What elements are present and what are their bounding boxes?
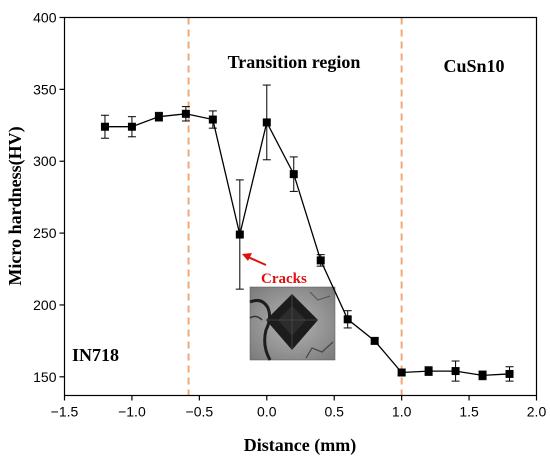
x-tick-label: 0.5 (324, 404, 344, 420)
data-point (424, 367, 433, 376)
y-tick-label: 350 (33, 81, 57, 97)
x-tick-label: 1.5 (459, 404, 479, 420)
y-tick-label: 400 (33, 10, 57, 26)
data-point (154, 112, 163, 121)
data-point (343, 315, 352, 324)
x-axis-ticks: −1.5 −1.0 −0.5 0.0 0.5 1.0 1.5 2.0 (51, 395, 547, 420)
data-point (505, 369, 514, 378)
x-axis-title: Distance (mm) (244, 435, 356, 456)
y-tick-label: 300 (33, 153, 57, 169)
x-tick-label: 0.0 (257, 404, 277, 420)
cracks-label: Cracks (261, 271, 307, 287)
cracks-arrow (247, 256, 267, 266)
y-axis-title: Micro hardness(HV) (5, 126, 26, 285)
data-point (478, 371, 487, 380)
data-point (316, 256, 325, 265)
cracks-annotation: Cracks (242, 253, 307, 287)
x-tick-label: −1.5 (51, 404, 79, 420)
x-tick-label: 1.0 (392, 404, 412, 420)
data-point (397, 368, 406, 377)
data-point (262, 118, 271, 127)
series-line (105, 113, 510, 377)
data-markers (100, 109, 514, 380)
data-point (100, 122, 109, 131)
x-tick-label: −1.0 (118, 404, 146, 420)
data-point (370, 336, 379, 345)
y-axis-ticks: 150 200 250 300 350 400 (33, 10, 65, 385)
region-boundary-lines (187, 17, 403, 396)
y-tick-label: 250 (33, 225, 57, 241)
y-tick-label: 200 (33, 297, 57, 313)
plot-frame (63, 16, 538, 397)
region-label-in718: IN718 (72, 345, 119, 365)
data-point (181, 109, 190, 118)
data-point (289, 170, 298, 179)
data-point (235, 230, 244, 239)
y-tick-label: 150 (33, 369, 57, 385)
region-label-cusn10: CuSn10 (443, 56, 504, 76)
indentation-micrograph (249, 286, 336, 361)
cracks-arrow-head (242, 253, 252, 261)
data-point (451, 367, 460, 376)
region-label-transition: Transition region (228, 52, 361, 72)
x-tick-label: −0.5 (186, 404, 214, 420)
x-tick-label: 2.0 (527, 404, 547, 420)
data-point (208, 115, 217, 124)
data-point (127, 122, 136, 131)
